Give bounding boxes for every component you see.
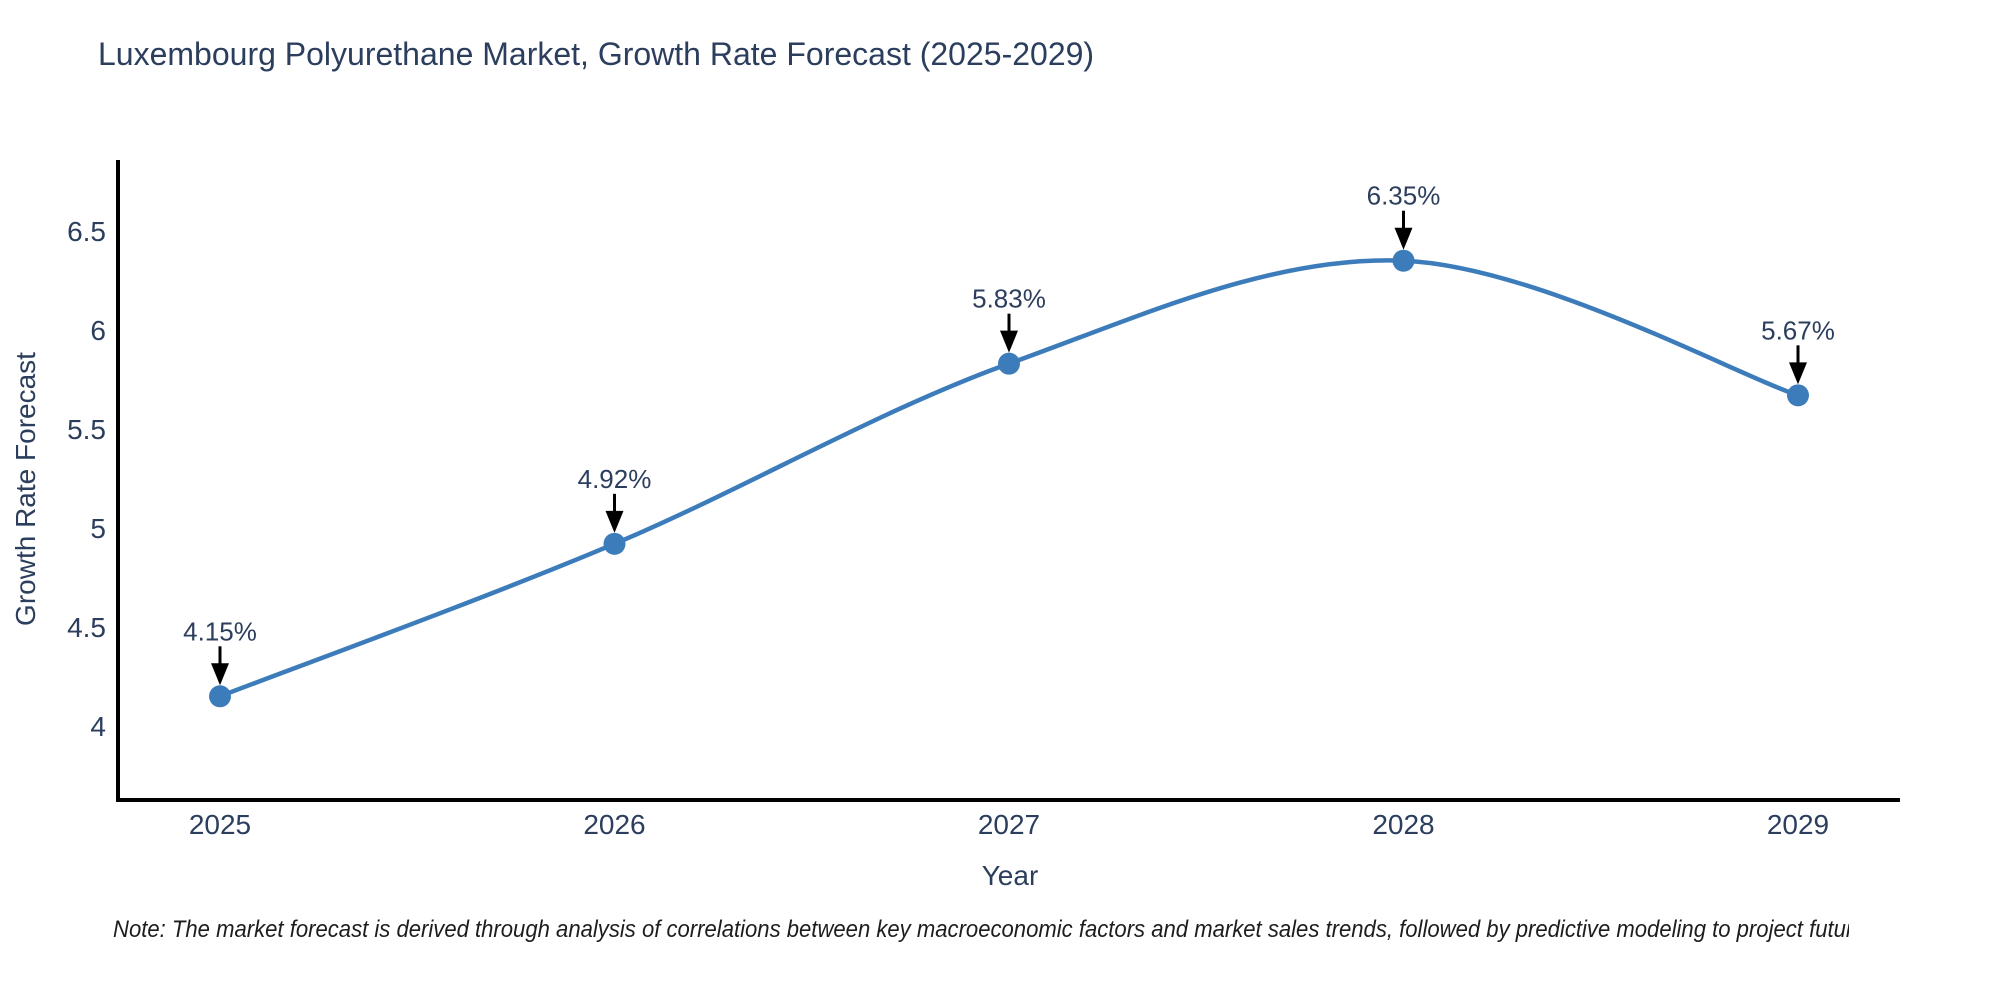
x-tick-label: 2027 [978, 809, 1040, 840]
annotation-arrowhead-icon [1000, 330, 1018, 353]
annotation-arrowhead-icon [605, 510, 624, 533]
y-tick-label: 6.5 [67, 216, 106, 247]
y-tick-label: 6 [90, 315, 106, 346]
x-tick-label: 2026 [583, 809, 645, 840]
annotation-arrowhead-icon [211, 663, 229, 686]
chart-title: Luxembourg Polyurethane Market, Growth R… [98, 36, 1095, 72]
data-point-label: 5.83% [972, 284, 1046, 314]
data-point-marker[interactable] [1392, 249, 1415, 272]
x-tick-label: 2025 [189, 809, 251, 840]
y-tick-label: 4 [90, 711, 106, 742]
data-point-marker[interactable] [998, 352, 1020, 375]
annotation-arrowhead-icon [1394, 227, 1413, 250]
x-tick-label: 2028 [1372, 809, 1434, 840]
y-tick-label: 5 [90, 513, 106, 544]
data-point-label: 5.67% [1761, 315, 1835, 345]
y-axis-title: Growth Rate Forecast [10, 352, 41, 626]
data-point-label: 6.35% [1367, 181, 1441, 211]
data-point-label: 4.15% [183, 616, 257, 646]
data-point-marker[interactable] [603, 532, 626, 555]
data-point-marker[interactable] [1787, 384, 1809, 407]
y-tick-label: 4.5 [67, 612, 106, 643]
x-axis-title: Year [981, 860, 1039, 891]
y-tick-label: 5.5 [67, 414, 106, 445]
data-point-marker[interactable] [209, 685, 231, 708]
x-tick-label: 2029 [1767, 809, 1829, 840]
footnote: Note: The market forecast is derived thr… [113, 916, 1850, 943]
annotation-arrowhead-icon [1789, 362, 1807, 385]
data-point-label: 4.92% [578, 464, 652, 494]
